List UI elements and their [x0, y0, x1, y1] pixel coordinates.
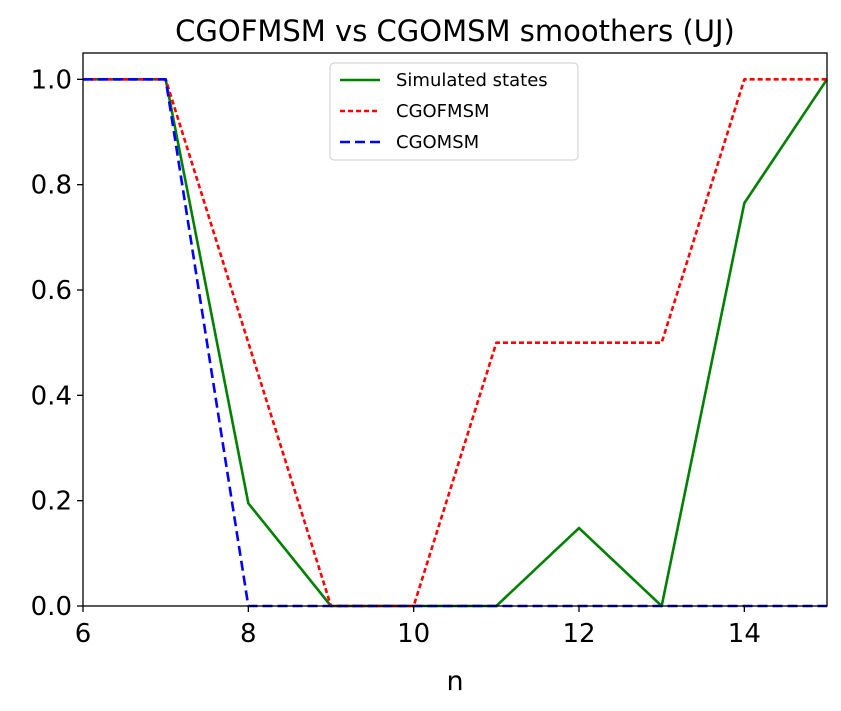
x-axis-label: n [446, 666, 463, 697]
chart-title: CGOFMSM vs CGOMSM smoothers (UJ) [175, 14, 735, 48]
y-tick-label: 0.8 [31, 171, 72, 201]
legend-label-1: Simulated states [396, 70, 548, 91]
y-tick-label: 0.4 [31, 381, 72, 411]
series-line-2 [83, 78, 827, 608]
plot-frame [82, 52, 828, 607]
legend-label-2: CGOFMSM [396, 101, 490, 122]
legend-box [329, 62, 579, 161]
x-tick-label: 8 [240, 619, 257, 649]
y-tick-label: 0.0 [31, 592, 72, 622]
x-tick-label: 6 [75, 619, 92, 649]
legend: Simulated states CGOFMSM CGOMSM [329, 62, 579, 161]
x-tick-label: 12 [562, 619, 595, 649]
y-tick-label: 0.2 [31, 487, 72, 517]
y-tick-label: 1.0 [31, 65, 72, 95]
ticks-layer: 6 8 10 12 14 0.0 0.2 0.4 0.6 0.8 1.0 [31, 65, 761, 649]
x-tick-label: 14 [728, 619, 761, 649]
x-tick-label: 10 [397, 619, 430, 649]
y-tick-label: 0.6 [31, 276, 72, 306]
legend-label-3: CGOMSM [396, 132, 479, 153]
